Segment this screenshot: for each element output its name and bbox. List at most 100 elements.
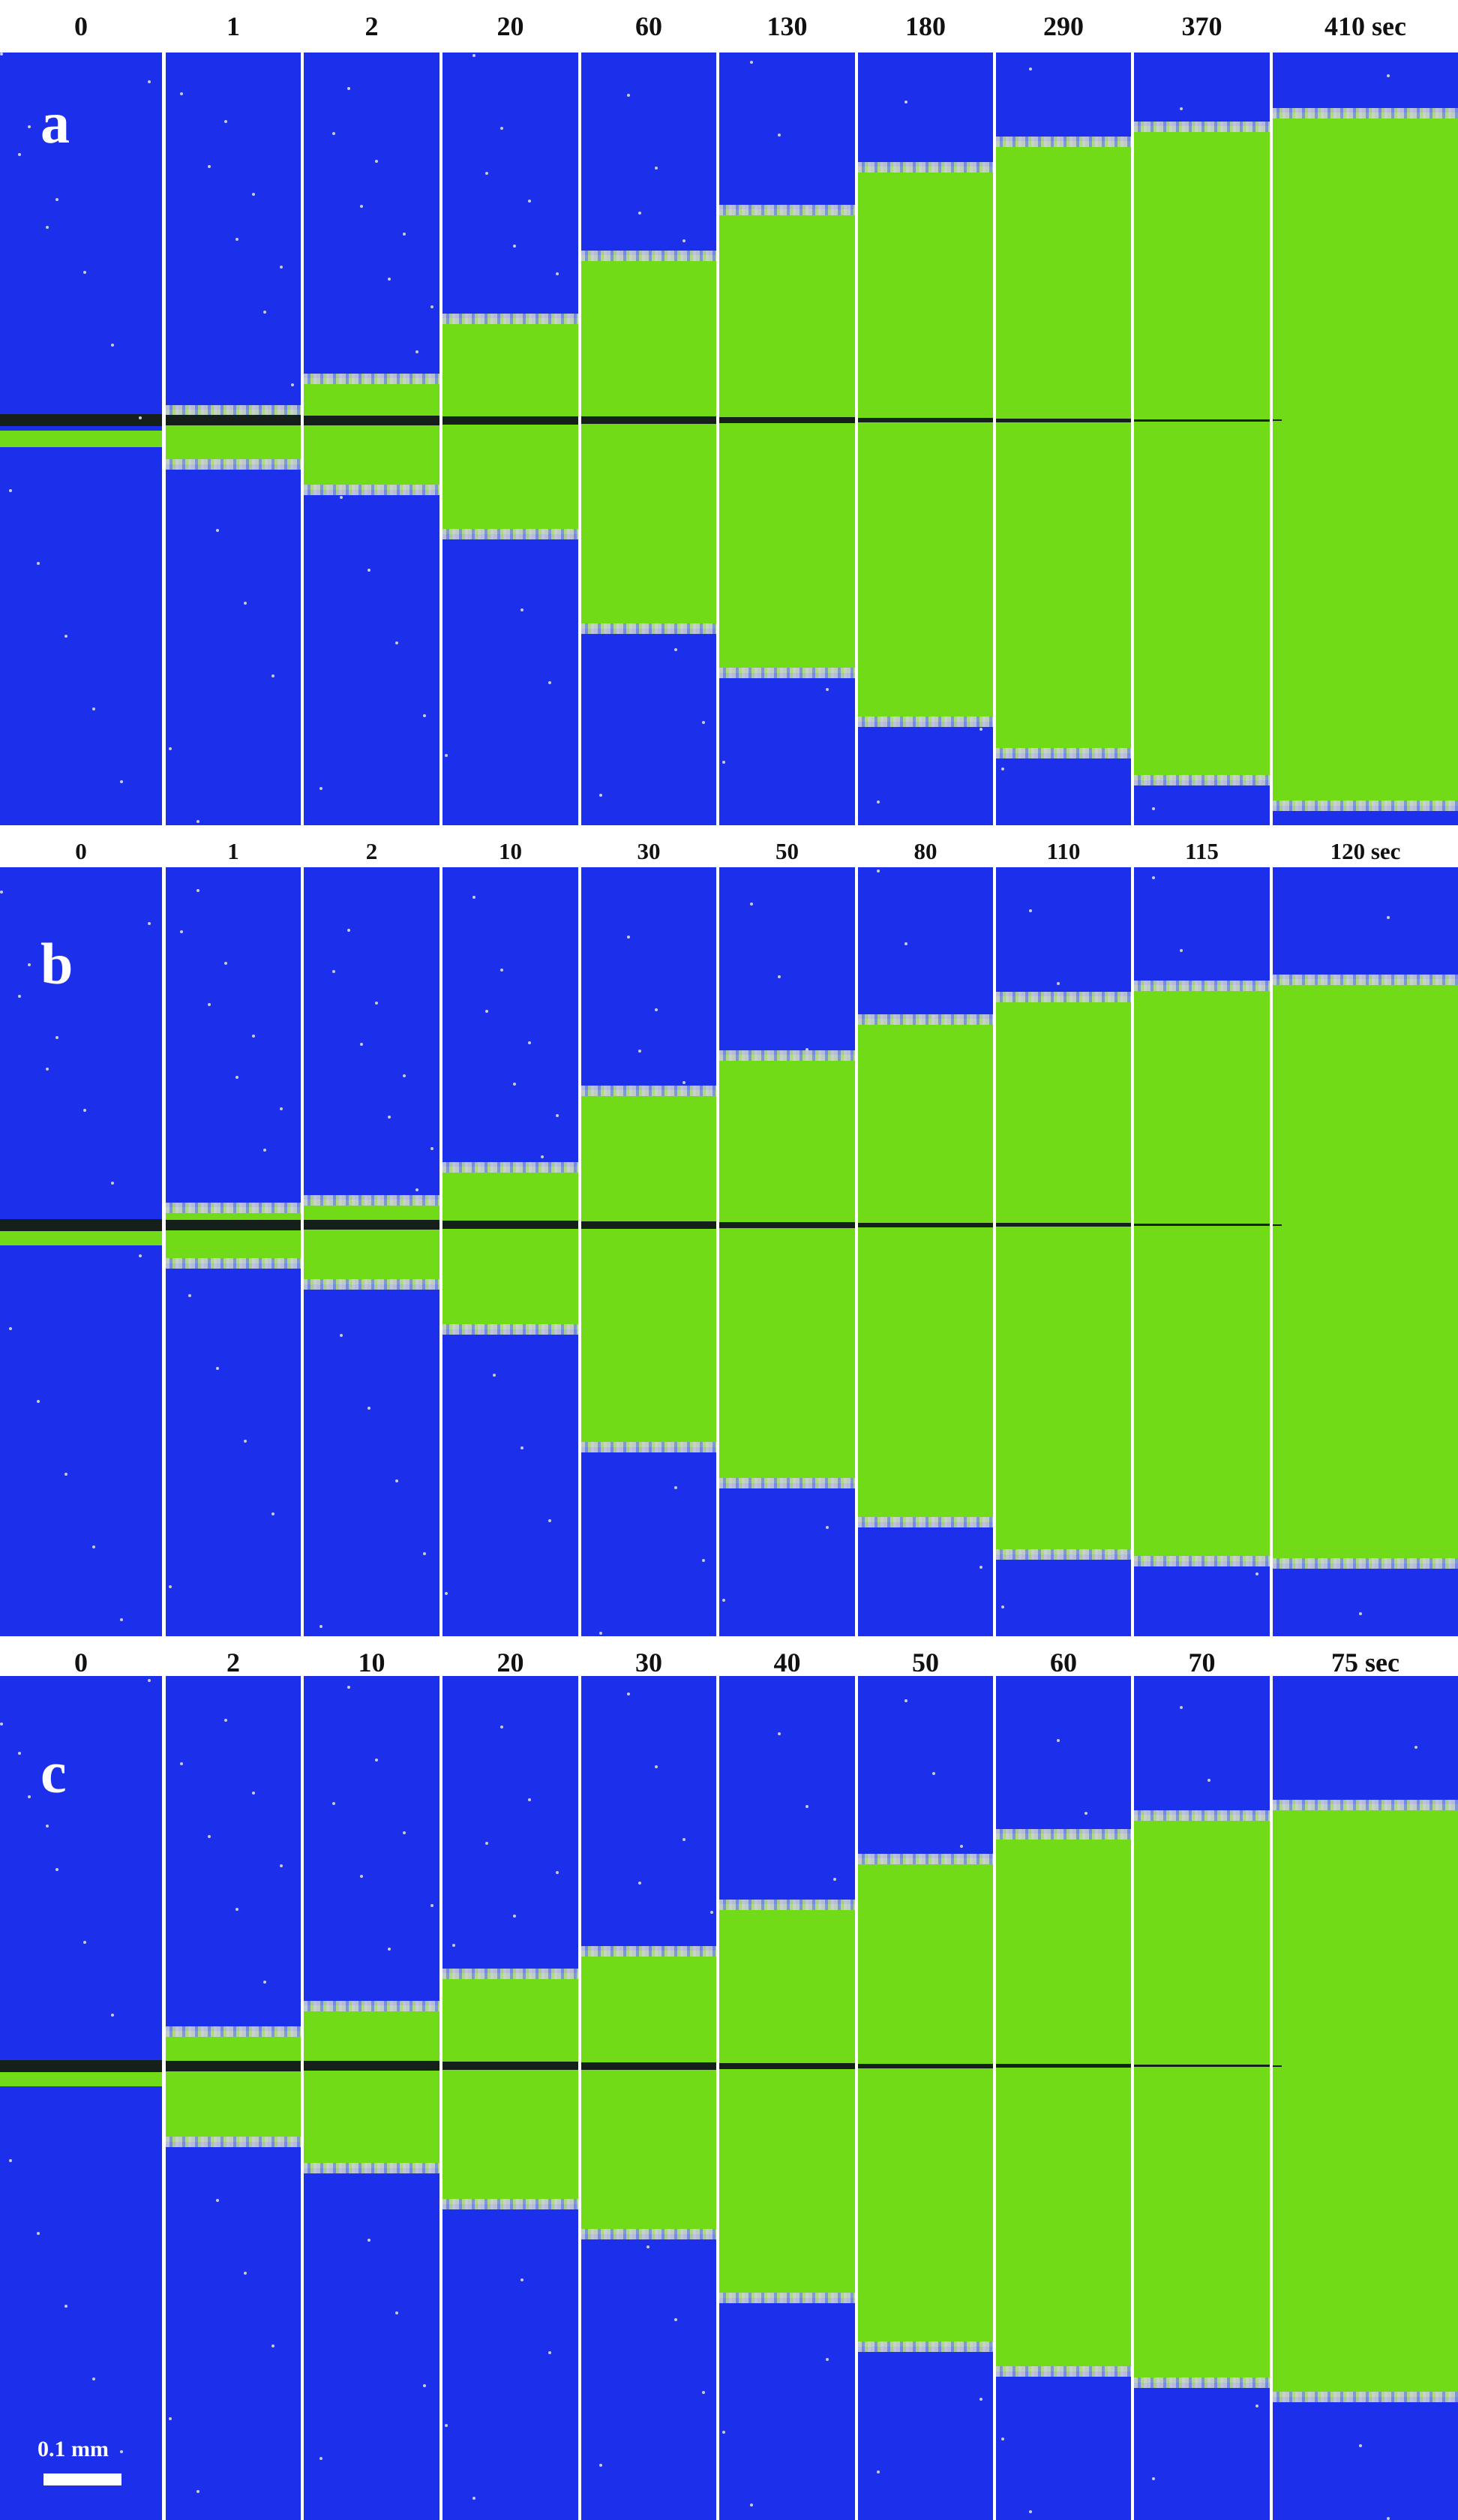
debris-speck — [180, 1762, 183, 1765]
debris-speck — [388, 278, 391, 281]
crack-line — [0, 2060, 162, 2072]
debris-speck — [28, 1795, 31, 1798]
upper-front-edge — [581, 1086, 716, 1096]
micrograph-frame — [1134, 1676, 1270, 2520]
debris-speck — [360, 205, 363, 208]
debris-speck — [18, 1752, 21, 1755]
debris-speck — [1057, 1739, 1060, 1742]
debris-speck — [960, 1845, 963, 1848]
debris-speck — [750, 61, 753, 64]
debris-speck — [64, 635, 68, 638]
wetted-region — [719, 1904, 855, 2298]
upper-front-edge — [1273, 108, 1458, 119]
crack-line — [166, 415, 301, 425]
debris-speck — [904, 101, 908, 104]
micrograph-frame — [581, 53, 716, 825]
debris-speck — [56, 198, 58, 201]
micrograph-frame — [442, 867, 578, 1636]
debris-speck — [18, 153, 21, 156]
upper-front-edge — [996, 137, 1131, 147]
debris-speck — [360, 1043, 363, 1046]
debris-speck — [806, 206, 808, 209]
debris-speck — [1180, 949, 1183, 952]
crack-line — [1134, 419, 1270, 422]
micrograph-frame — [858, 53, 993, 825]
lower-front-edge — [442, 529, 578, 539]
time-label: 1 — [226, 11, 240, 41]
lower-front-edge — [996, 1549, 1131, 1560]
time-label: 110 — [1046, 838, 1081, 864]
debris-speck — [46, 1825, 49, 1828]
wetted-region — [1134, 1815, 1270, 2383]
time-label: 180 — [905, 11, 946, 41]
wetted-region — [1273, 979, 1458, 1563]
micrograph-frame — [719, 867, 855, 1636]
debris-speck — [932, 1772, 935, 1775]
debris-speck — [252, 193, 255, 196]
time-label: 0 — [75, 838, 87, 864]
debris-speck — [272, 2344, 274, 2347]
debris-speck — [548, 1519, 551, 1522]
micrograph-frame — [0, 1676, 162, 2520]
debris-speck — [224, 962, 227, 965]
debris-speck — [252, 1035, 255, 1038]
time-label: 290 — [1043, 11, 1084, 41]
debris-speck — [196, 820, 200, 823]
debris-speck — [347, 929, 350, 932]
debris-speck — [778, 1732, 781, 1735]
lower-front-edge — [858, 1517, 993, 1527]
wetted-region — [304, 378, 440, 490]
upper-front-edge — [1134, 1810, 1270, 1821]
wetted-region — [719, 209, 855, 673]
debris-speck — [980, 728, 982, 731]
debris-speck — [627, 1693, 630, 1696]
debris-speck — [169, 1585, 172, 1588]
lower-front-edge — [442, 2199, 578, 2209]
micrograph-frame — [1134, 867, 1270, 1636]
debris-speck — [472, 2497, 476, 2500]
debris-speck — [83, 1941, 86, 1944]
time-label: 10 — [358, 1647, 386, 1677]
debris-speck — [320, 787, 322, 790]
upper-front-edge — [304, 2001, 440, 2011]
debris-speck — [627, 936, 630, 939]
debris-speck — [280, 1107, 283, 1110]
debris-speck — [500, 969, 503, 972]
crack-line — [1273, 419, 1282, 421]
upper-front-edge — [442, 314, 578, 324]
debris-speck — [388, 1948, 391, 1951]
crack-line — [166, 1220, 301, 1230]
debris-speck — [9, 489, 12, 492]
debris-speck — [208, 1003, 211, 1006]
time-label: 10 — [499, 838, 522, 864]
lower-front-edge — [581, 1442, 716, 1452]
lower-front-edge — [304, 2163, 440, 2173]
debris-speck — [120, 2450, 123, 2453]
debris-speck — [208, 1835, 211, 1838]
debris-speck — [778, 975, 781, 978]
upper-front-edge — [996, 992, 1131, 1002]
debris-speck — [83, 271, 86, 274]
micrograph-frame — [1273, 1676, 1458, 2520]
crack-line — [858, 2064, 993, 2068]
debris-speck — [395, 1479, 398, 1482]
debris-speck — [1001, 1605, 1004, 1608]
debris-speck — [541, 1155, 544, 1158]
debris-speck — [375, 1002, 378, 1005]
wetted-region — [581, 1951, 716, 2234]
time-label-row: 0 1 2 20 60 130 180 290 370 410 sec — [0, 0, 1458, 53]
crack-line — [1273, 1224, 1282, 1226]
debris-speck — [0, 53, 3, 56]
upper-front-edge — [581, 251, 716, 261]
debris-speck — [904, 1699, 908, 1702]
lower-front-edge — [166, 2137, 301, 2147]
time-label: 50 — [776, 838, 799, 864]
debris-speck — [340, 1334, 343, 1337]
lower-front-edge — [581, 623, 716, 634]
time-label: 30 — [637, 838, 661, 864]
debris-speck — [1387, 2517, 1390, 2520]
micrograph-frame — [166, 867, 301, 1636]
micrograph-frame — [996, 53, 1131, 825]
debris-speck — [1387, 74, 1390, 77]
debris-speck — [638, 1882, 641, 1885]
